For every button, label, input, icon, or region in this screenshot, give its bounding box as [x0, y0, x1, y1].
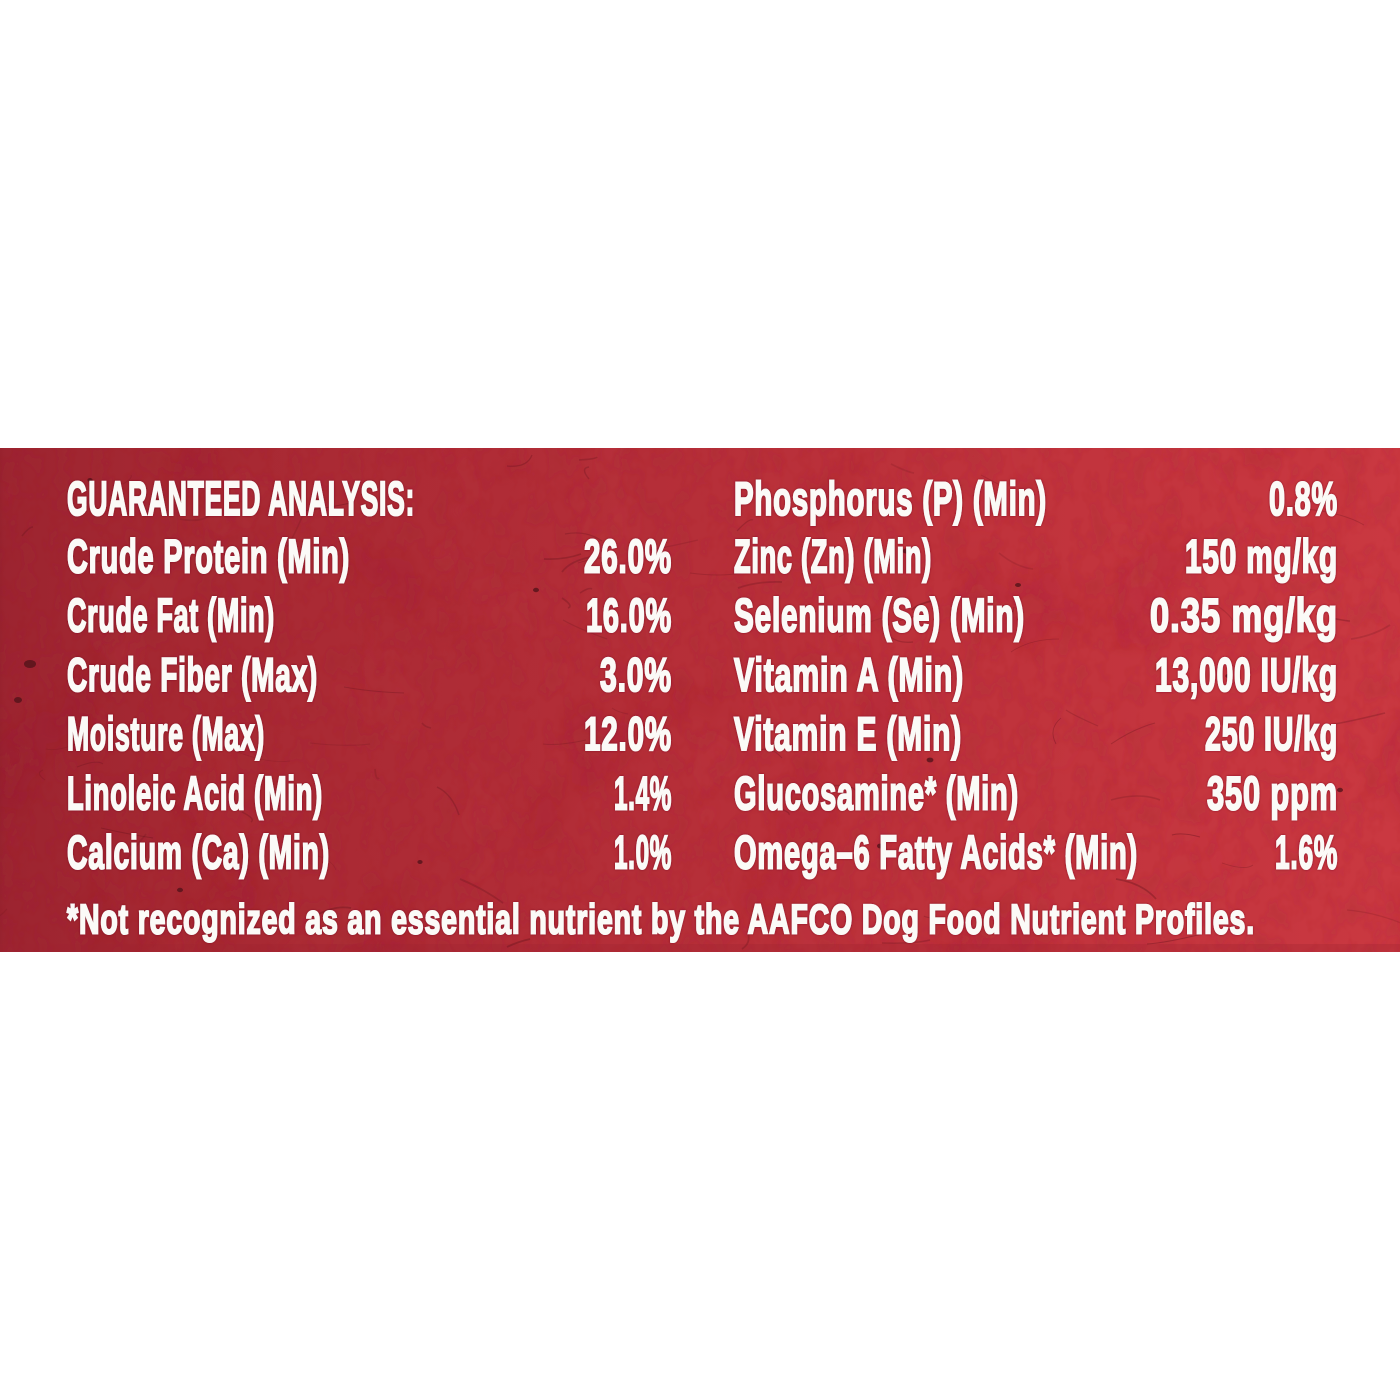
svg-text:0.8%: 0.8%: [1269, 472, 1338, 525]
svg-text:Vitamin E (Min): Vitamin E (Min): [734, 707, 962, 760]
svg-text:12.0%: 12.0%: [584, 707, 672, 760]
svg-text:Moisture (Max): Moisture (Max): [67, 707, 265, 760]
svg-text:Linoleic Acid (Min): Linoleic Acid (Min): [67, 766, 323, 819]
svg-text:1.4%: 1.4%: [614, 766, 672, 819]
svg-text:3.0%: 3.0%: [600, 648, 672, 701]
svg-text:Crude Protein (Min): Crude Protein (Min): [67, 530, 350, 583]
svg-text:16.0%: 16.0%: [586, 589, 672, 642]
svg-text:1.0%: 1.0%: [614, 826, 672, 879]
svg-text:1.6%: 1.6%: [1275, 826, 1338, 879]
svg-text:Crude Fiber (Max): Crude Fiber (Max): [67, 648, 318, 701]
svg-text:250 IU/kg: 250 IU/kg: [1205, 707, 1338, 760]
svg-text:13,000 IU/kg: 13,000 IU/kg: [1155, 648, 1338, 701]
svg-text:0.35 mg/kg: 0.35 mg/kg: [1150, 589, 1338, 642]
svg-text:Phosphorus (P) (Min): Phosphorus (P) (Min): [734, 472, 1047, 525]
svg-text:350 ppm: 350 ppm: [1207, 766, 1338, 819]
svg-text:Glucosamine* (Min): Glucosamine* (Min): [734, 766, 1019, 819]
svg-text:Zinc (Zn) (Min): Zinc (Zn) (Min): [734, 530, 932, 583]
svg-text:Selenium (Se) (Min): Selenium (Se) (Min): [734, 589, 1025, 642]
svg-text:Crude Fat (Min): Crude Fat (Min): [67, 589, 275, 642]
svg-text:150 mg/kg: 150 mg/kg: [1185, 530, 1338, 583]
svg-text:GUARANTEED ANALYSIS:: GUARANTEED ANALYSIS:: [67, 473, 415, 526]
svg-text:26.0%: 26.0%: [584, 530, 672, 583]
svg-text:Vitamin A (Min): Vitamin A (Min): [734, 648, 964, 701]
svg-text:Omega–6 Fatty Acids* (Min): Omega–6 Fatty Acids* (Min): [734, 826, 1138, 879]
svg-text:*Not recognized as an essentia: *Not recognized as an essential nutrient…: [67, 896, 1255, 943]
svg-text:Calcium (Ca) (Min): Calcium (Ca) (Min): [67, 826, 330, 879]
